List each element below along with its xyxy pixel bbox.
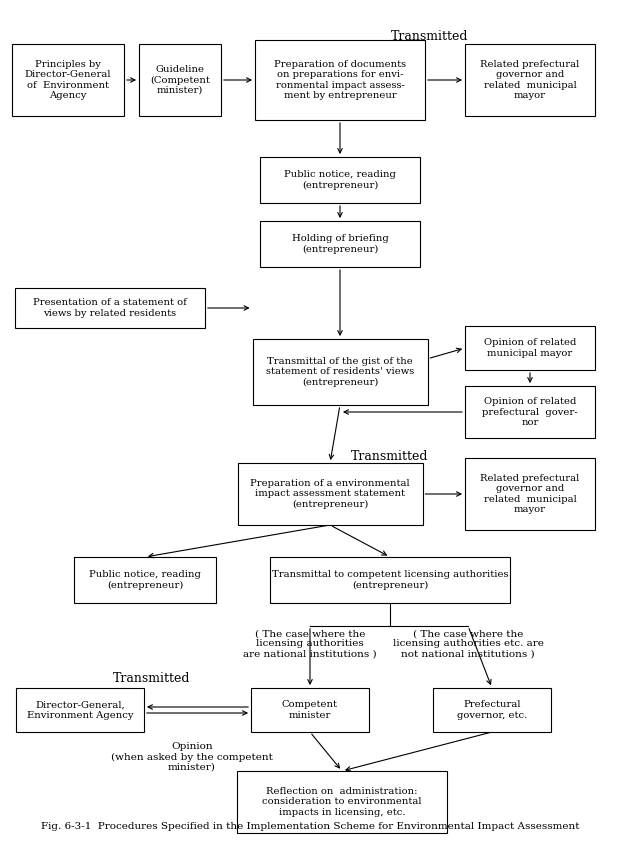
FancyBboxPatch shape [260, 221, 420, 267]
Text: Holding of briefing
(entrepreneur): Holding of briefing (entrepreneur) [291, 235, 388, 254]
Text: Opinion of related
municipal mayor: Opinion of related municipal mayor [484, 338, 576, 358]
Text: Transmittal of the gist of the
statement of residents' views
(entrepreneur): Transmittal of the gist of the statement… [266, 357, 414, 387]
Text: Presentation of a statement of
views by related residents: Presentation of a statement of views by … [33, 298, 187, 318]
Text: ( The case where the
licensing authorities
are national institutions ): ( The case where the licensing authoriti… [243, 629, 377, 659]
Text: Public notice, reading
(entrepreneur): Public notice, reading (entrepreneur) [89, 570, 201, 590]
FancyBboxPatch shape [465, 386, 595, 438]
Text: Opinion
(when asked by the competent
minister): Opinion (when asked by the competent min… [111, 742, 273, 772]
FancyBboxPatch shape [465, 326, 595, 370]
FancyBboxPatch shape [433, 688, 551, 732]
Text: ( The case where the
licensing authorities etc. are
not national institutions ): ( The case where the licensing authoriti… [392, 629, 544, 659]
Text: Principles by
Director-General
of  Environment
Agency: Principles by Director-General of Enviro… [25, 60, 111, 100]
FancyBboxPatch shape [465, 44, 595, 116]
Text: Transmittal to competent licensing authorities
(entrepreneur): Transmittal to competent licensing autho… [272, 570, 508, 590]
FancyBboxPatch shape [139, 44, 221, 116]
Text: Competent
minister: Competent minister [282, 700, 338, 720]
Text: Transmitted: Transmitted [391, 30, 469, 43]
Text: Reflection on  administration:
consideration to environmental
impacts in licensi: Reflection on administration: considerat… [262, 787, 422, 817]
Text: Fig. 6-3-1  Procedures Specified in the Implementation Scheme for Environmental : Fig. 6-3-1 Procedures Specified in the I… [41, 822, 579, 831]
FancyBboxPatch shape [74, 557, 216, 603]
FancyBboxPatch shape [251, 688, 369, 732]
FancyBboxPatch shape [255, 40, 425, 120]
Text: Guideline
(Competent
minister): Guideline (Competent minister) [150, 65, 210, 95]
FancyBboxPatch shape [270, 557, 510, 603]
Text: Public notice, reading
(entrepreneur): Public notice, reading (entrepreneur) [284, 170, 396, 190]
FancyBboxPatch shape [12, 44, 124, 116]
Text: Transmitted: Transmitted [352, 450, 429, 463]
Text: Opinion of related
prefectural  gover-
nor: Opinion of related prefectural gover- no… [482, 397, 578, 427]
Text: Preparation of a environmental
impact assessment statement
(entrepreneur): Preparation of a environmental impact as… [250, 479, 410, 509]
Text: Director-General,
Environment Agency: Director-General, Environment Agency [27, 700, 133, 720]
FancyBboxPatch shape [15, 288, 205, 328]
FancyBboxPatch shape [465, 458, 595, 530]
Text: Prefectural
governor, etc.: Prefectural governor, etc. [457, 700, 527, 720]
FancyBboxPatch shape [237, 463, 422, 525]
FancyBboxPatch shape [260, 157, 420, 203]
FancyBboxPatch shape [252, 339, 428, 405]
Text: Related prefectural
governor and
related  municipal
mayor: Related prefectural governor and related… [480, 60, 580, 100]
Text: Preparation of documents
on preparations for envi-
ronmental impact assess-
ment: Preparation of documents on preparations… [274, 60, 406, 100]
FancyBboxPatch shape [16, 688, 144, 732]
Text: Transmitted: Transmitted [113, 672, 191, 685]
FancyBboxPatch shape [237, 771, 447, 833]
Text: Related prefectural
governor and
related  municipal
mayor: Related prefectural governor and related… [480, 474, 580, 514]
